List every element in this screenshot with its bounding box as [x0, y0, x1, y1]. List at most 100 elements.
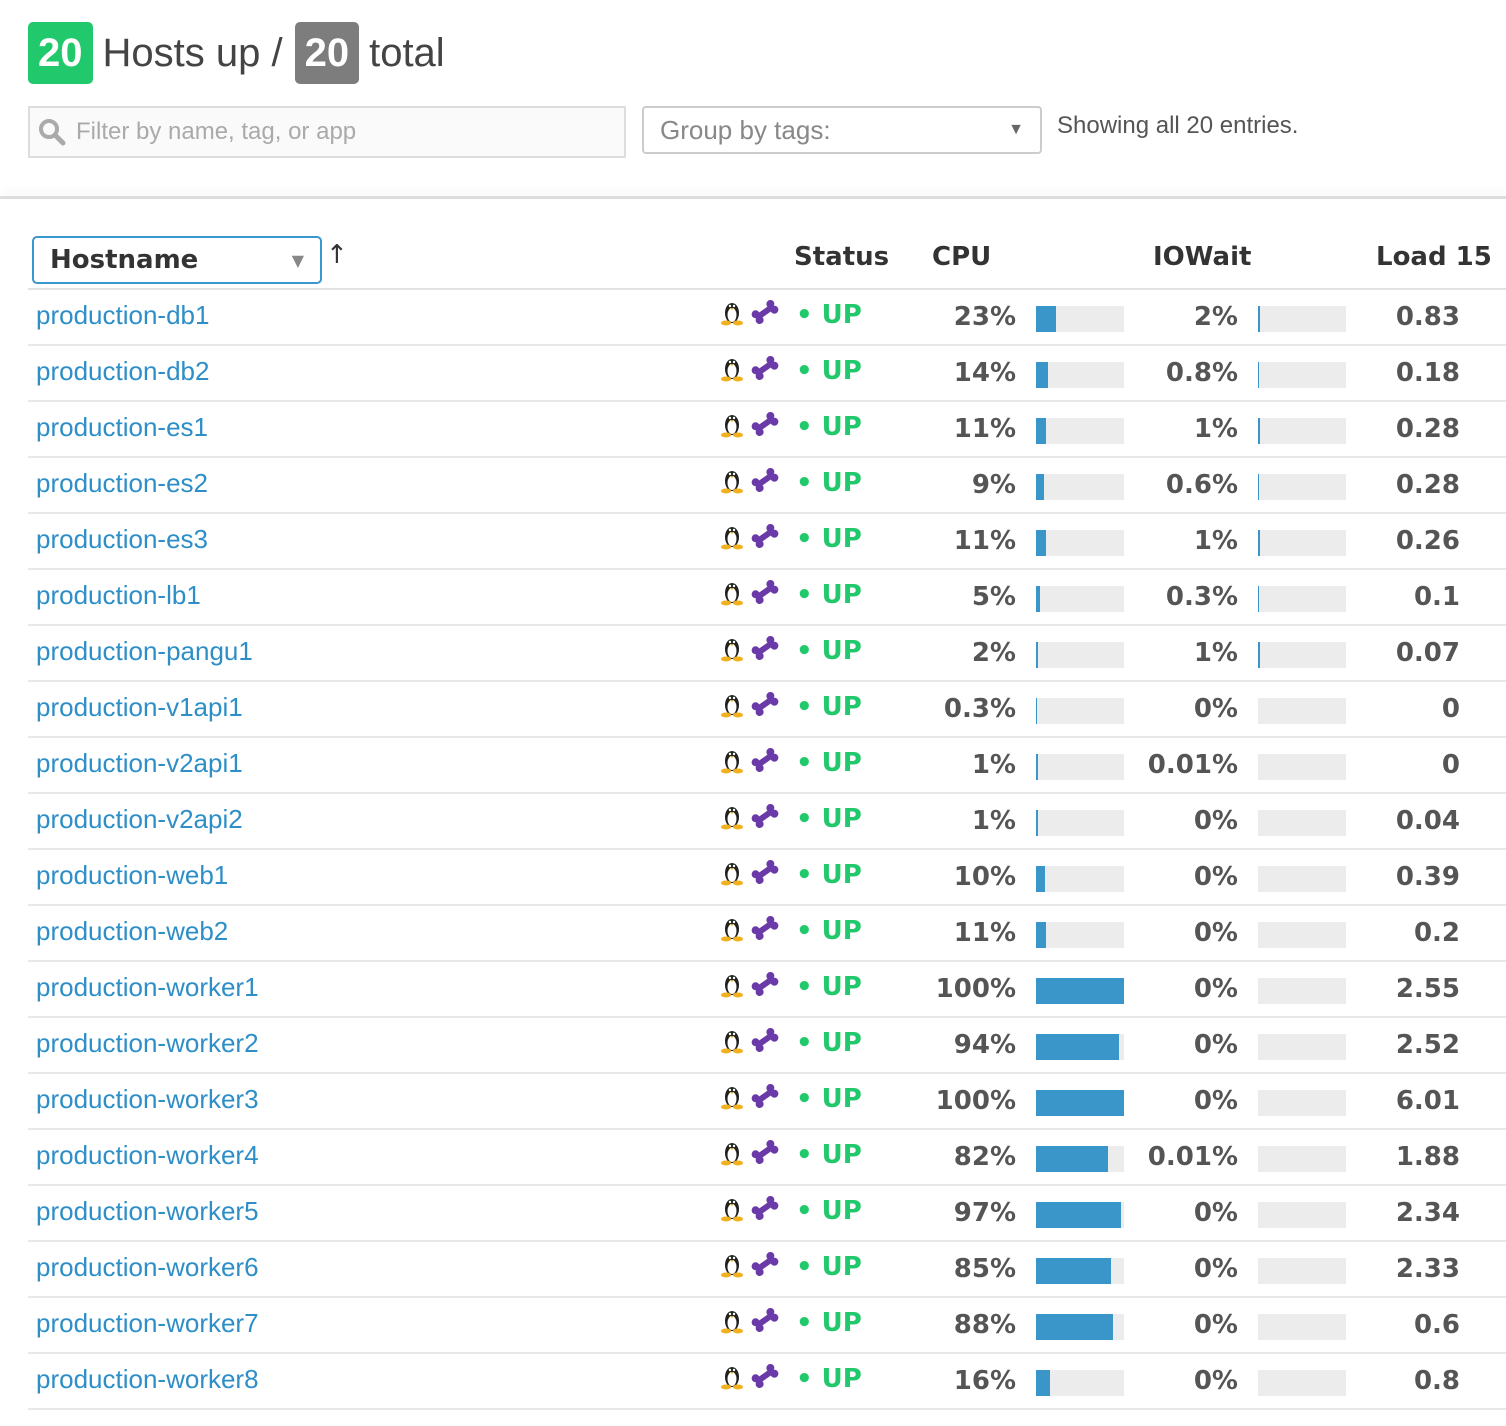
- cpu-bar: [1036, 306, 1124, 332]
- iowait-value: 0%: [1193, 806, 1238, 836]
- datadog-agent-icon: [750, 1250, 780, 1284]
- hostname-link[interactable]: production-web1: [36, 860, 229, 890]
- filter-input[interactable]: [74, 117, 598, 147]
- linux-icon: [720, 970, 744, 1004]
- status-badge: • UP: [796, 1252, 862, 1282]
- hostname-link[interactable]: production-worker4: [36, 1140, 259, 1170]
- cpu-bar: [1036, 1146, 1124, 1172]
- load15-value: 0.39: [1395, 862, 1460, 892]
- status-badge: • UP: [796, 748, 862, 778]
- status-badge: • UP: [796, 356, 862, 386]
- table-row: production-worker2 • UP 94% 0% 2.52: [28, 1018, 1506, 1074]
- chevron-down-icon: ▼: [291, 250, 304, 270]
- cpu-bar-fill: [1036, 754, 1038, 780]
- cpu-bar-fill: [1036, 978, 1124, 1004]
- iowait-value: 1%: [1193, 638, 1238, 668]
- column-header-load15[interactable]: Load 15: [1376, 242, 1492, 272]
- hostname-link[interactable]: production-v2api2: [36, 804, 243, 834]
- status-badge: • UP: [796, 804, 862, 834]
- load15-value: 0.07: [1395, 638, 1460, 668]
- status-badge: • UP: [796, 468, 862, 498]
- status-text: UP: [821, 916, 862, 946]
- status-text: UP: [821, 1084, 862, 1114]
- hostname-link[interactable]: production-es3: [36, 524, 208, 554]
- iowait-value: 0%: [1193, 694, 1238, 724]
- status-badge: • UP: [796, 1140, 862, 1170]
- datadog-agent-icon: [750, 1194, 780, 1228]
- iowait-bar: [1258, 754, 1346, 780]
- column-header-iowait[interactable]: IOWait: [1153, 242, 1252, 272]
- datadog-agent-icon: [750, 690, 780, 724]
- iowait-value: 0%: [1193, 1086, 1238, 1116]
- iowait-bar: [1258, 418, 1346, 444]
- hostname-link[interactable]: production-es2: [36, 468, 208, 498]
- datadog-agent-icon: [750, 858, 780, 892]
- table-row: production-web2 • UP 11% 0% 0.2: [28, 906, 1506, 962]
- linux-icon: [720, 802, 744, 836]
- status-text: UP: [821, 468, 862, 498]
- load15-value: 0.26: [1395, 526, 1460, 556]
- status-badge: • UP: [796, 1196, 862, 1226]
- datadog-agent-icon: [750, 1306, 780, 1340]
- table-row: production-pangu1 • UP 2% 1% 0.07: [28, 626, 1506, 682]
- chevron-down-icon: ▼: [1008, 121, 1024, 138]
- filter-box[interactable]: [28, 106, 626, 158]
- cpu-bar: [1036, 362, 1124, 388]
- hostname-link[interactable]: production-web2: [36, 916, 229, 946]
- linux-icon: [720, 1194, 744, 1228]
- hostname-link[interactable]: production-worker2: [36, 1028, 259, 1058]
- cpu-bar: [1036, 418, 1124, 444]
- datadog-agent-icon: [750, 1026, 780, 1060]
- hostname-link[interactable]: production-v2api1: [36, 748, 243, 778]
- load15-value: 0.2: [1413, 918, 1460, 948]
- linux-icon: [720, 354, 744, 388]
- group-by-tags-select[interactable]: Group by tags: ▼: [642, 106, 1042, 154]
- hosts-total-badge: 20: [294, 22, 360, 84]
- iowait-value: 0%: [1193, 974, 1238, 1004]
- cpu-bar: [1036, 474, 1124, 500]
- sort-column-select[interactable]: Hostname ▼: [32, 236, 322, 284]
- linux-icon: [720, 1138, 744, 1172]
- cpu-bar-fill: [1036, 922, 1046, 948]
- hostname-link[interactable]: production-worker5: [36, 1196, 259, 1226]
- hostname-link[interactable]: production-db2: [36, 356, 210, 386]
- datadog-agent-icon: [750, 466, 780, 500]
- group-by-label: Group by tags:: [660, 114, 831, 145]
- hostname-link[interactable]: production-worker3: [36, 1084, 259, 1114]
- hostname-link[interactable]: production-v1api1: [36, 692, 243, 722]
- cpu-value: 9%: [971, 470, 1016, 500]
- cpu-value: 100%: [935, 1086, 1016, 1116]
- hostname-link[interactable]: production-lb1: [36, 580, 201, 610]
- cpu-bar: [1036, 866, 1124, 892]
- status-text: UP: [821, 412, 862, 442]
- cpu-bar-fill: [1036, 1258, 1111, 1284]
- sort-direction-toggle[interactable]: ↑: [326, 240, 348, 270]
- table-row: production-worker6 • UP 85% 0% 2.33: [28, 1242, 1506, 1298]
- status-text: UP: [821, 1196, 862, 1226]
- cpu-bar: [1036, 1090, 1124, 1116]
- hostname-link[interactable]: production-worker8: [36, 1364, 259, 1394]
- hostname-link[interactable]: production-worker6: [36, 1252, 259, 1282]
- iowait-bar-fill: [1258, 530, 1260, 556]
- linux-icon: [720, 578, 744, 612]
- hostname-link[interactable]: production-worker1: [36, 972, 259, 1002]
- table-row: production-worker4 • UP 82% 0.01% 1.88: [28, 1130, 1506, 1186]
- load15-value: 2.52: [1395, 1030, 1460, 1060]
- linux-icon: [720, 466, 744, 500]
- hostname-link[interactable]: production-worker7: [36, 1308, 259, 1338]
- cpu-value: 0.3%: [943, 694, 1016, 724]
- status-text: UP: [821, 580, 862, 610]
- cpu-bar-fill: [1036, 530, 1046, 556]
- hostname-link[interactable]: production-es1: [36, 412, 208, 442]
- column-header-cpu[interactable]: CPU: [932, 242, 992, 272]
- hostname-link[interactable]: production-db1: [36, 300, 210, 330]
- cpu-value: 2%: [971, 638, 1016, 668]
- load15-value: 2.55: [1395, 974, 1460, 1004]
- total-label: total: [369, 30, 445, 75]
- hostname-link[interactable]: production-pangu1: [36, 636, 253, 666]
- sort-column-label: Hostname: [50, 245, 199, 275]
- status-badge: • UP: [796, 1308, 862, 1338]
- cpu-value: 11%: [953, 918, 1016, 948]
- status-text: UP: [821, 300, 862, 330]
- column-header-status[interactable]: Status: [794, 242, 890, 272]
